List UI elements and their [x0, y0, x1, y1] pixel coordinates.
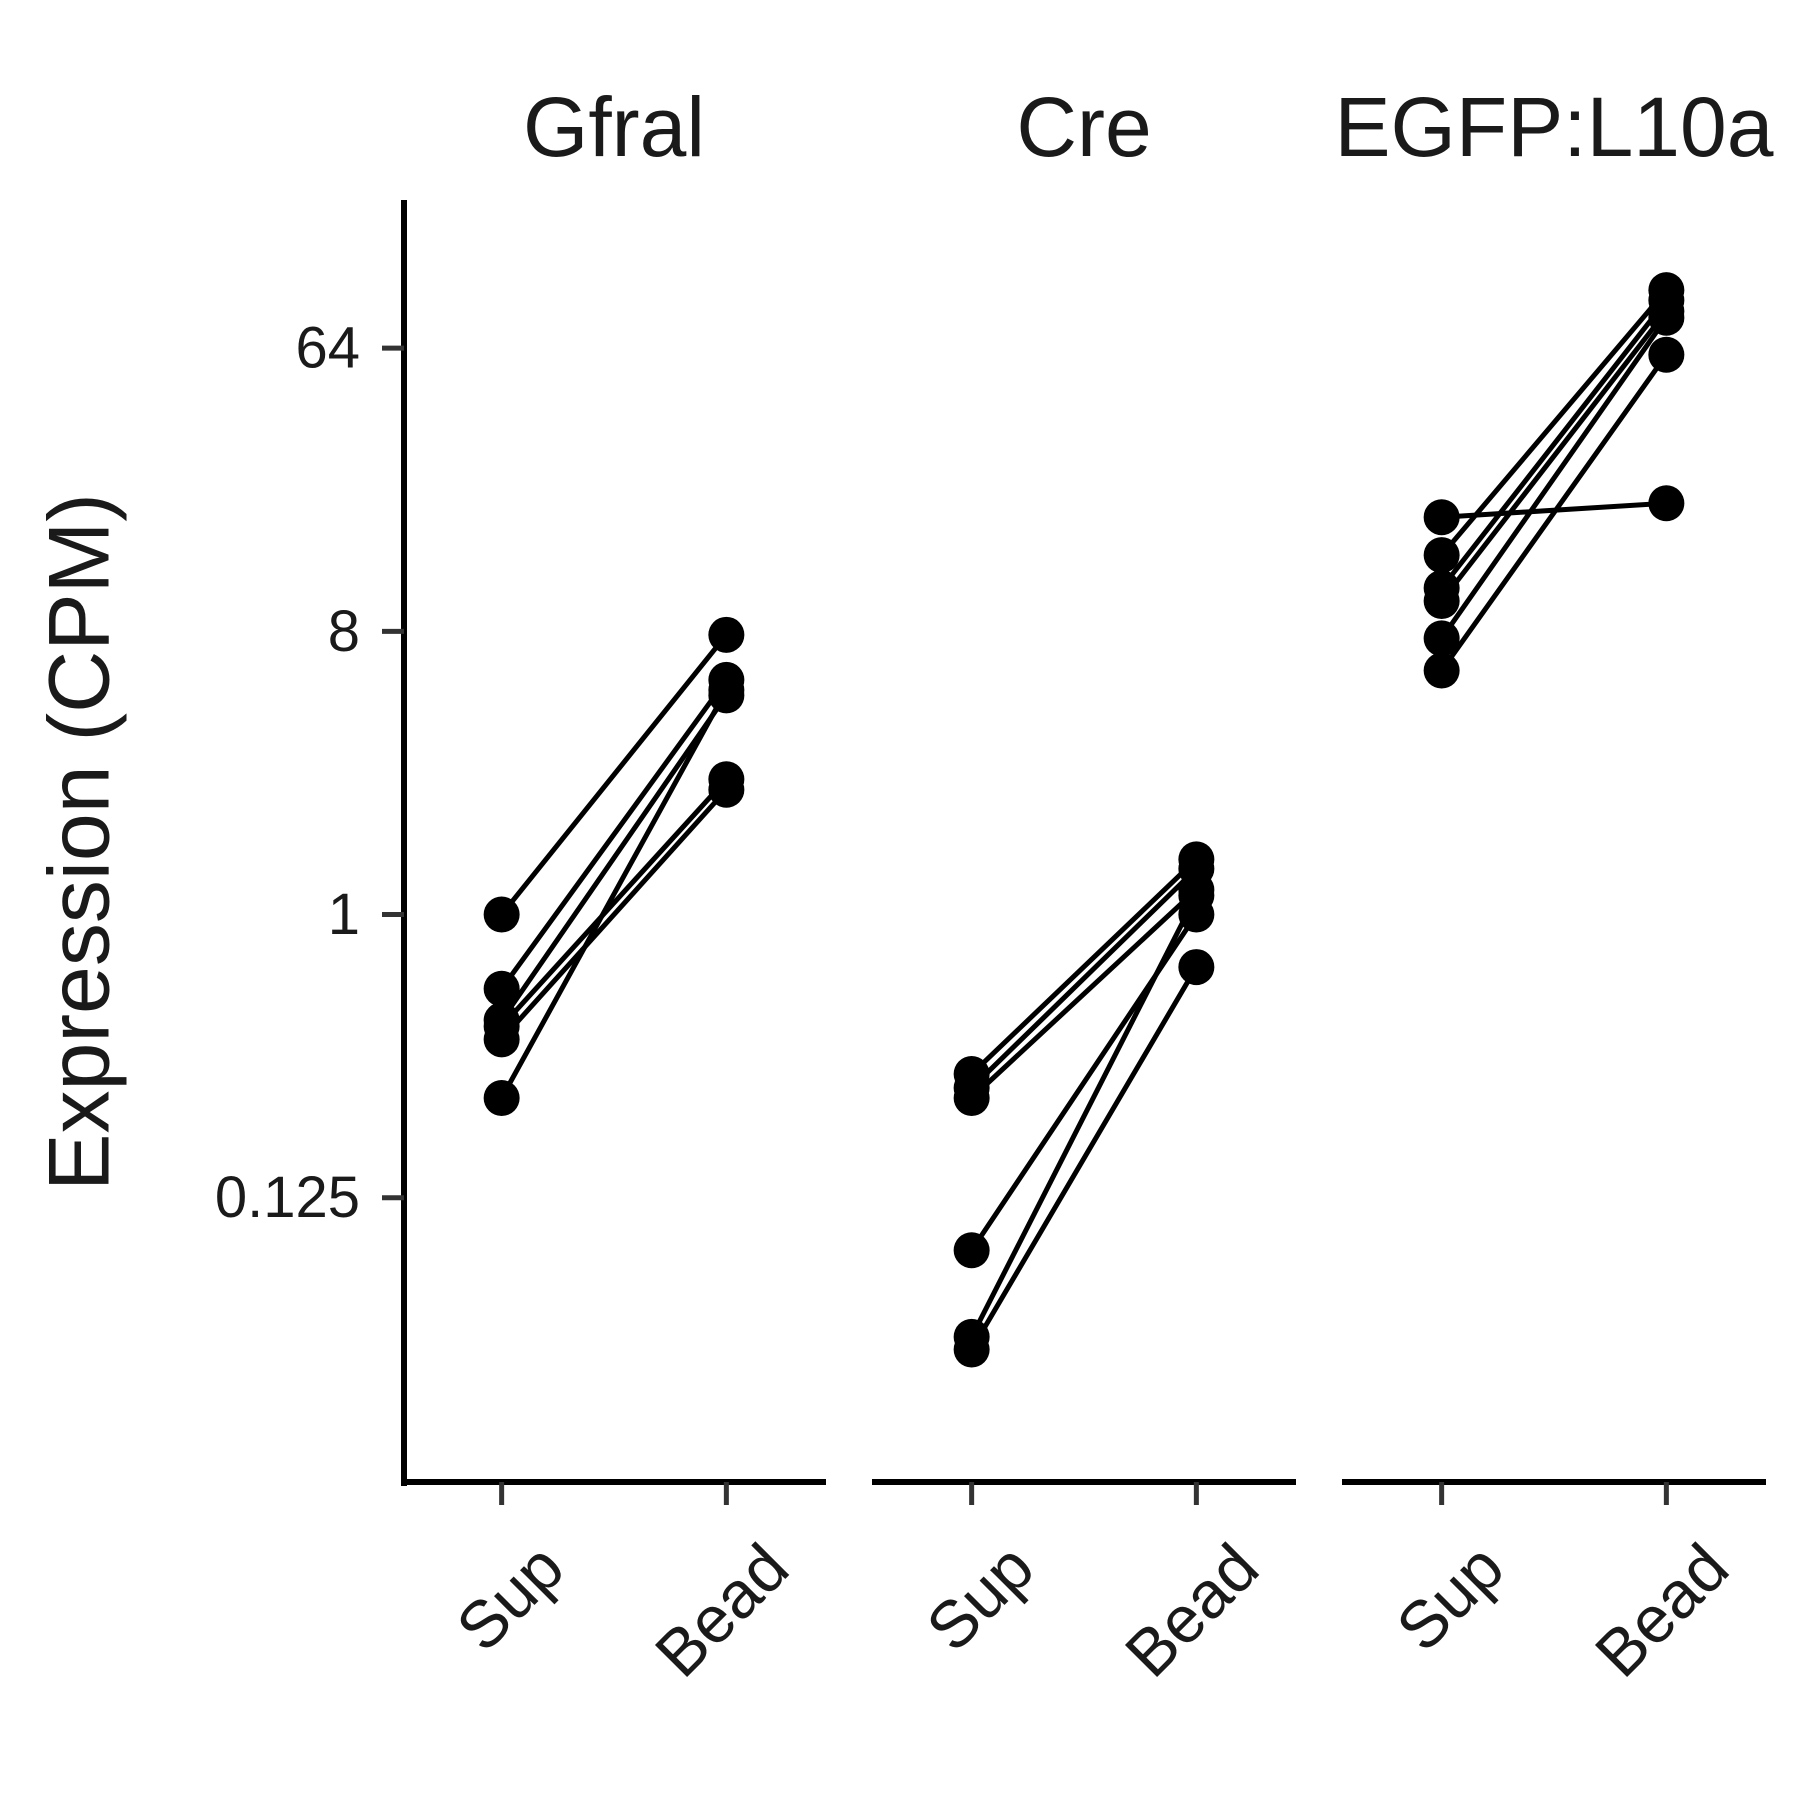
- facet-title: Gfral: [523, 80, 705, 174]
- y-axis-title: Expression (CPM): [32, 493, 128, 1191]
- pair-line: [499, 688, 729, 1100]
- pair-line: [499, 777, 729, 1029]
- y-tick-label: 64: [295, 316, 360, 381]
- pair-line: [499, 633, 729, 917]
- data-point: [1423, 652, 1460, 689]
- pair-line: [969, 965, 1199, 1351]
- data-point: [1423, 537, 1460, 574]
- data-point: [708, 771, 745, 808]
- pair-line: [499, 678, 729, 991]
- facets: Gfral Sup Bead Cre Sup Bead EGFP:L10a Sup Bead: [402, 80, 1774, 1691]
- x-tick-label: Bead: [1581, 1530, 1742, 1691]
- pair-line: [499, 788, 729, 1041]
- data-point: [1648, 336, 1685, 373]
- y-tick-label: 8: [328, 599, 360, 664]
- data-point: [1648, 485, 1685, 522]
- data-point: [953, 1079, 990, 1116]
- data-point: [483, 896, 520, 933]
- facet-panel: Cre Sup Bead: [872, 80, 1296, 1691]
- pair-line: [1439, 316, 1669, 640]
- x-tick-label: Sup: [1382, 1530, 1517, 1665]
- pair-line: [969, 866, 1199, 1090]
- pair-line: [969, 857, 1199, 1076]
- x-tick-label: Sup: [442, 1530, 577, 1665]
- y-axis: 0.125 1 8 64: [215, 200, 407, 1486]
- data-point: [483, 1079, 520, 1116]
- data-point: [483, 1021, 520, 1058]
- data-point: [708, 616, 745, 653]
- pair-line: [1439, 288, 1669, 557]
- data-point: [1648, 299, 1685, 336]
- y-tick-label: 1: [328, 882, 360, 947]
- x-tick-label: Sup: [912, 1530, 1047, 1665]
- data-point: [483, 970, 520, 1007]
- x-tick-label: Bead: [641, 1530, 802, 1691]
- y-tick-label: 0.125: [215, 1165, 360, 1230]
- pair-line: [1439, 298, 1669, 590]
- facet-title: Cre: [1016, 80, 1151, 174]
- data-point: [1178, 877, 1215, 914]
- facet-panel: EGFP:L10a Sup Bead: [1335, 80, 1774, 1691]
- pair-line: [969, 894, 1199, 1338]
- data-point: [708, 672, 745, 709]
- x-tick-label: Bead: [1111, 1530, 1272, 1691]
- pair-line: [1439, 309, 1669, 603]
- data-point: [1178, 949, 1215, 986]
- facet-panel: Gfral Sup Bead: [402, 80, 826, 1691]
- pair-line: [969, 887, 1199, 1100]
- pair-line: [1441, 500, 1667, 520]
- data-point: [953, 1331, 990, 1368]
- data-point: [1423, 499, 1460, 536]
- data-point: [953, 1232, 990, 1269]
- facet-title: EGFP:L10a: [1335, 80, 1774, 174]
- data-point: [1423, 620, 1460, 657]
- pair-line: [499, 693, 729, 1022]
- data-point: [1423, 582, 1460, 619]
